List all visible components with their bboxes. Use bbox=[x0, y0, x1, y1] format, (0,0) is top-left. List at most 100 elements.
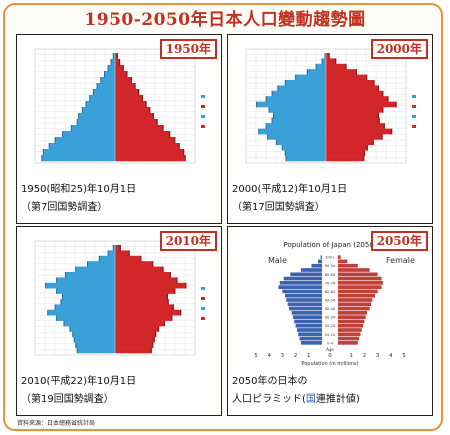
bar-male-25-29 bbox=[294, 319, 322, 324]
bar-male-5-9 bbox=[284, 150, 326, 156]
bar-male-65-69 bbox=[278, 285, 322, 289]
bar-male-35-39 bbox=[78, 113, 115, 120]
bar-female-80-84 bbox=[115, 59, 121, 66]
bar-edge-male bbox=[96, 83, 98, 90]
bar-edge-female bbox=[391, 128, 393, 135]
bar-edge-female bbox=[119, 245, 121, 251]
bar-edge-female bbox=[182, 149, 185, 156]
bar-male-15-19 bbox=[54, 137, 115, 144]
bar-male-80-84 bbox=[110, 59, 115, 66]
pyramid-chart-1950 bbox=[34, 48, 205, 164]
bar-edge-female bbox=[383, 123, 385, 129]
bar-edge-male bbox=[76, 119, 78, 126]
bar-female-70-74 bbox=[326, 80, 375, 86]
bar-edge-male bbox=[258, 128, 260, 135]
x-axis-label: Population (in millions) bbox=[301, 361, 358, 367]
bar-female-0-4 bbox=[338, 341, 358, 345]
bar-male-20-24 bbox=[69, 326, 115, 332]
bar-edge-male bbox=[103, 71, 105, 78]
bar-male-75-79 bbox=[295, 74, 326, 81]
caption-survey: （第17回国勢調査） bbox=[232, 202, 325, 213]
age-label: 20-24 bbox=[325, 324, 336, 328]
bar-male-70-74 bbox=[284, 80, 326, 86]
pyramid-chart-2010 bbox=[34, 240, 205, 356]
bar-male-25-29 bbox=[70, 125, 115, 132]
bar-edge-male bbox=[265, 123, 267, 129]
panel-2050: Population of Japan (2050) Male Female 0-4 1… bbox=[227, 226, 433, 416]
bar-male-90-94 bbox=[321, 58, 326, 65]
bar-male-50-54 bbox=[89, 95, 115, 102]
bar-edge-female bbox=[169, 131, 171, 138]
x-tick-label: 3 bbox=[281, 353, 285, 359]
bar-female-5-9 bbox=[326, 150, 366, 156]
bar-male-0-4 bbox=[285, 155, 326, 162]
bar-male-80-84 bbox=[290, 272, 322, 277]
bar-male-10-14 bbox=[281, 144, 326, 151]
age-label: 30-34 bbox=[325, 316, 336, 320]
bar-edge-male bbox=[76, 347, 78, 354]
caption-line1: 2050年の日本の bbox=[232, 376, 308, 387]
bar-male-10-14 bbox=[73, 336, 115, 343]
age-label: 40-44 bbox=[325, 307, 336, 311]
bar-edge-male bbox=[281, 144, 283, 151]
x-tick-label: 5 bbox=[402, 353, 406, 359]
bar-female-65-69 bbox=[338, 285, 382, 289]
legend-swatch bbox=[412, 105, 416, 108]
bar-female-50-54 bbox=[338, 298, 373, 302]
bar-edge-male bbox=[98, 255, 100, 262]
bar-edge-female bbox=[167, 299, 169, 305]
legend-swatch bbox=[201, 115, 205, 118]
bar-male-5-9 bbox=[299, 336, 322, 341]
caption-date: 2000(平成12)年10月1日 bbox=[232, 184, 348, 195]
bar-female-35-39 bbox=[115, 113, 155, 120]
bar-female-55-59 bbox=[326, 96, 389, 102]
x-tick-label: 5 bbox=[254, 353, 258, 359]
bar-male-85-89 bbox=[300, 268, 322, 272]
bar-male-55-59 bbox=[285, 293, 322, 298]
bar-male-100+ bbox=[320, 255, 322, 259]
bar-edge-male bbox=[47, 309, 49, 316]
bar-male-20-24 bbox=[295, 323, 322, 328]
bar-male-0-4 bbox=[76, 347, 115, 354]
bar-female-85-89 bbox=[115, 255, 142, 262]
year-badge: 2050年 bbox=[370, 231, 428, 251]
x-tick-label: 4 bbox=[267, 353, 271, 359]
legend-male: Male bbox=[268, 256, 287, 265]
bar-female-35-39 bbox=[338, 311, 368, 315]
bar-edge-male bbox=[295, 74, 297, 81]
bar-male-30-34 bbox=[265, 123, 326, 129]
bar-edge-female bbox=[185, 282, 187, 289]
bar-female-10-14 bbox=[115, 143, 180, 150]
bar-edge-female bbox=[145, 101, 147, 108]
bar-edge-male bbox=[48, 143, 50, 150]
bar-male-0-4 bbox=[300, 341, 322, 345]
bar-female-65-69 bbox=[115, 277, 178, 284]
bar-edge-male bbox=[273, 112, 275, 119]
bar-male-10-14 bbox=[298, 332, 322, 337]
bar-male-30-34 bbox=[76, 119, 115, 126]
bar-edge-male bbox=[75, 342, 77, 348]
bar-female-60-64 bbox=[115, 282, 187, 289]
source-note: 資料來源：日本總務省統計局 bbox=[17, 420, 96, 427]
bar-female-25-29 bbox=[326, 128, 393, 135]
bar-female-55-59 bbox=[115, 89, 140, 96]
bar-male-5-9 bbox=[42, 149, 115, 156]
bar-female-60-64 bbox=[115, 83, 136, 90]
bar-female-65-69 bbox=[326, 85, 379, 92]
bar-edge-female bbox=[162, 125, 164, 132]
bar-female-75-79 bbox=[115, 65, 124, 72]
bar-edge-female bbox=[140, 255, 142, 262]
bar-female-35-39 bbox=[326, 117, 380, 124]
bar-edge-female bbox=[345, 63, 347, 70]
legend-swatch bbox=[412, 95, 416, 98]
legend-swatch bbox=[201, 95, 205, 98]
bar-edge-female bbox=[149, 107, 151, 114]
bar-edge-female bbox=[378, 117, 380, 124]
panel-1950: 1950年 1950(昭和25)年10月1日 （第7回国勢調査） bbox=[16, 34, 222, 224]
bar-male-65-69 bbox=[100, 77, 115, 84]
bar-male-60-64 bbox=[282, 289, 322, 294]
bar-male-55-59 bbox=[265, 96, 326, 102]
bar-female-75-79 bbox=[338, 276, 382, 281]
bar-female-25-29 bbox=[115, 125, 164, 132]
caption-part-b: 国 bbox=[305, 394, 316, 405]
